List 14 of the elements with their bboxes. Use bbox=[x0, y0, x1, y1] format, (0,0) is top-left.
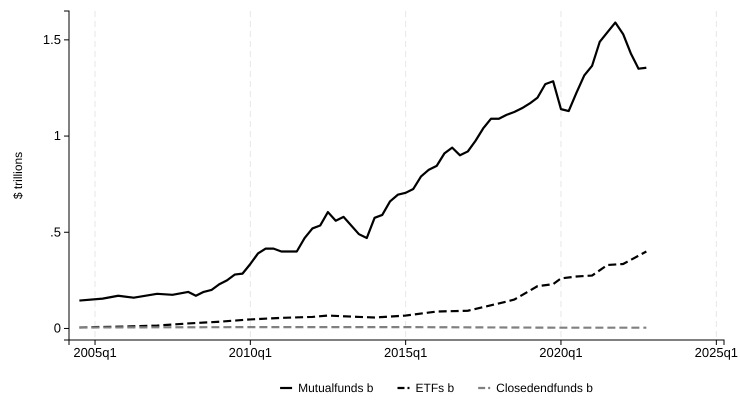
x-tick-label: 2020q1 bbox=[539, 345, 583, 360]
legend-label: Closedendfunds b bbox=[496, 381, 594, 395]
y-axis-title: $ trillions bbox=[11, 152, 25, 200]
legend-label: ETFs b bbox=[415, 381, 454, 395]
x-tick-label: 2005q1 bbox=[73, 345, 117, 360]
y-tick-label: 1 bbox=[54, 128, 61, 144]
y-tick-label: 1.5 bbox=[42, 32, 61, 48]
x-tick-label: 2015q1 bbox=[384, 345, 428, 360]
x-tick-label: 2010q1 bbox=[228, 345, 272, 360]
x-tick-label: 2025q1 bbox=[694, 345, 738, 360]
y-tick-label: .5 bbox=[50, 224, 61, 240]
legend-label: Mutualfunds b bbox=[298, 381, 374, 395]
y-tick-label: 0 bbox=[54, 320, 61, 336]
line-series bbox=[78, 21, 648, 302]
